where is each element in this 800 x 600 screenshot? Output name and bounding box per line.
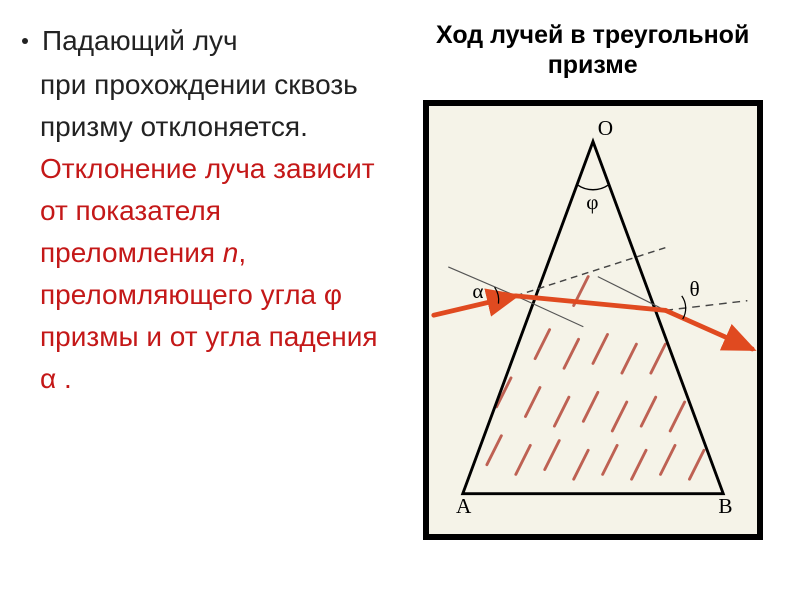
svg-text:B: B — [718, 494, 732, 518]
text-period: . — [64, 363, 72, 394]
sym-phi: φ — [316, 279, 342, 310]
sym-n: n — [215, 237, 238, 268]
prism-svg-icon: O A Bφ α θ — [429, 106, 757, 534]
text-red-a: Отклонение луча зависит от показателя пр… — [40, 153, 375, 268]
right-column: Ход лучей в треугольной призме O A Bφ α θ — [395, 20, 790, 580]
svg-text:φ: φ — [586, 190, 598, 214]
text-line1: Падающий луч — [42, 25, 238, 56]
sym-alpha: α — [40, 363, 64, 394]
svg-text:A: A — [456, 494, 472, 518]
bullet-item: Падающий луч — [40, 20, 385, 62]
text-red-c: призмы и от угла падения — [40, 321, 378, 352]
text-black: при прохождении сквозь призму отклоняетс… — [40, 69, 358, 142]
diagram-title: Ход лучей в треугольной призме — [395, 20, 790, 80]
paragraph: Падающий луч — [42, 20, 238, 62]
paragraph-body: при прохождении сквозь призму отклоняетс… — [40, 64, 385, 400]
left-column: Падающий луч при прохождении сквозь приз… — [10, 20, 395, 580]
svg-text:θ: θ — [689, 277, 699, 301]
svg-text:α: α — [472, 279, 483, 303]
bullet-dot-icon — [22, 38, 28, 44]
svg-text:O: O — [597, 116, 612, 140]
prism-diagram: O A Bφ α θ — [423, 100, 763, 540]
